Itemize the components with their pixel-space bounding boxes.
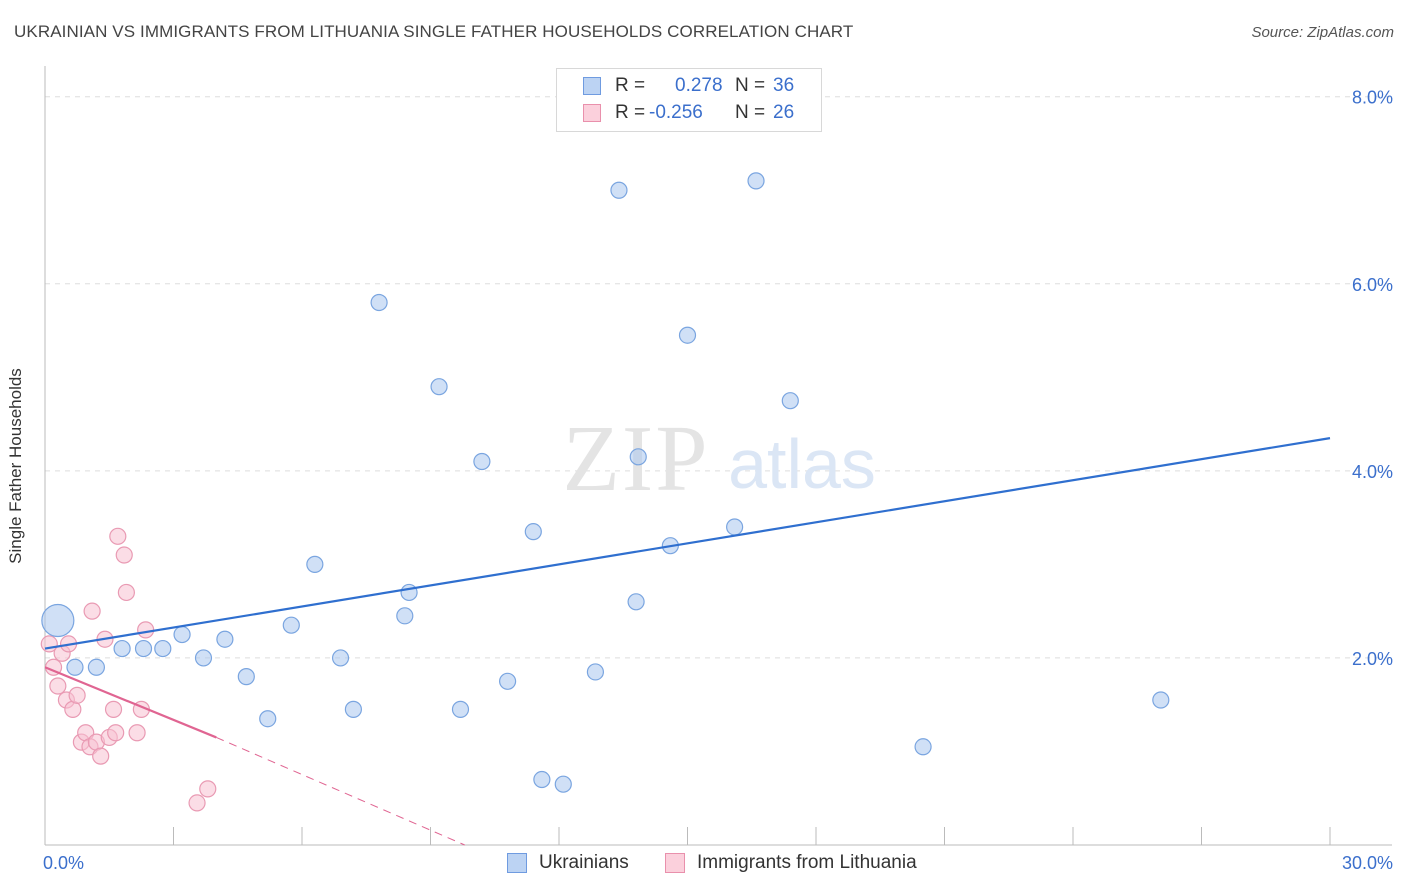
data-point-ukrainians (87, 658, 106, 676)
data-point-ukrainians (678, 326, 697, 344)
trend-lines (44, 437, 1331, 846)
source-label: Source: ZipAtlas.com (1251, 24, 1394, 41)
data-point-ukrainians (400, 583, 418, 602)
data-point-ukrainians (41, 603, 75, 638)
data-point-ukrainians (344, 700, 362, 718)
data-point-ukrainians (306, 555, 324, 573)
x-tick-label-min: 0.0% (43, 853, 84, 873)
data-point-ukrainians (66, 658, 84, 676)
watermark-atlas: atlas (728, 425, 876, 503)
correlation-legend: R = 0.278 N = 36 R = -0.256 N = 26 (556, 68, 822, 132)
data-point-lithuania (188, 794, 206, 812)
legend-swatch-blue (507, 853, 527, 873)
data-point-ukrainians (781, 392, 799, 410)
data-point-lithuania (109, 527, 127, 545)
data-point-lithuania (107, 724, 125, 742)
y-tick-label: 4.0% (1352, 462, 1393, 482)
legend-swatch-pink (583, 104, 601, 122)
data-point-ukrainians (627, 593, 645, 611)
watermark: ZIP atlas (563, 407, 876, 511)
data-point-ukrainians (473, 452, 491, 471)
data-point-ukrainians (173, 625, 191, 644)
grid-lines (45, 96, 1392, 659)
legend-r-value: -0.256 (649, 102, 703, 123)
legend-label-lithuania: Immigrants from Lithuania (697, 852, 917, 873)
data-point-ukrainians (451, 700, 470, 718)
data-point-ukrainians (524, 523, 542, 541)
legend-label-ukrainians: Ukrainians (539, 852, 629, 873)
data-point-ukrainians (1152, 691, 1170, 709)
data-point-ukrainians (726, 518, 744, 536)
data-point-ukrainians (237, 668, 255, 686)
series-legend: Ukrainians Immigrants from Lithuania (0, 852, 1406, 878)
data-point-ukrainians (610, 181, 628, 199)
legend-swatch-blue (583, 77, 601, 95)
x-tick-labels: 0.0% 30.0% (43, 853, 1393, 873)
chart-title: UKRAINIAN VS IMMIGRANTS FROM LITHUANIA S… (14, 22, 854, 41)
data-point-ukrainians (554, 775, 572, 793)
data-point-ukrainians (194, 649, 213, 667)
data-point-lithuania (49, 677, 67, 695)
y-axis-label: Single Father Households (6, 368, 25, 564)
data-point-ukrainians (154, 639, 172, 658)
legend-n-value: 26 (773, 102, 795, 123)
data-point-lithuania (104, 700, 123, 718)
data-point-lithuania (128, 724, 146, 742)
data-point-lithuania (115, 546, 133, 564)
trend-line-ukrainians (44, 437, 1331, 650)
data-point-ukrainians (396, 607, 414, 625)
data-point-ukrainians (430, 378, 448, 396)
data-point-ukrainians (216, 630, 234, 648)
data-point-ukrainians (629, 448, 647, 466)
x-tick-label-max: 30.0% (1342, 853, 1393, 873)
y-tick-label: 2.0% (1352, 649, 1393, 669)
data-point-ukrainians (747, 172, 765, 190)
data-point-lithuania (117, 583, 135, 602)
trend-line-lithuania (44, 666, 217, 739)
data-point-ukrainians (113, 639, 131, 658)
y-tick-labels: 2.0% 4.0% 6.0% 8.0% (1352, 88, 1393, 669)
trend-line-lithuania (216, 736, 465, 846)
legend-r-label: R = (615, 75, 646, 96)
axes (44, 66, 1392, 846)
y-tick-label: 6.0% (1352, 275, 1393, 295)
series-ukrainians-points (41, 172, 1170, 793)
data-point-lithuania (83, 602, 101, 620)
data-point-ukrainians (914, 738, 932, 756)
data-point-lithuania (137, 621, 155, 639)
data-point-lithuania (92, 747, 110, 765)
data-point-ukrainians (259, 710, 277, 728)
data-point-ukrainians (282, 616, 300, 634)
data-point-ukrainians (533, 770, 551, 789)
legend-r-label: R = (615, 102, 646, 123)
y-tick-label: 8.0% (1352, 88, 1393, 108)
data-point-ukrainians (370, 293, 388, 312)
data-point-ukrainians (331, 649, 350, 667)
data-point-lithuania (68, 686, 86, 704)
legend-n-value: 36 (773, 75, 795, 96)
data-point-ukrainians (499, 672, 517, 690)
legend-n-label: N = (735, 102, 766, 123)
data-point-ukrainians (134, 639, 153, 658)
legend-swatch-pink (665, 853, 685, 873)
legend-r-value: 0.278 (675, 75, 723, 96)
series-lithuania-points (40, 527, 217, 812)
data-point-lithuania (199, 780, 217, 798)
data-point-ukrainians (586, 663, 605, 681)
legend-n-label: N = (735, 75, 766, 96)
